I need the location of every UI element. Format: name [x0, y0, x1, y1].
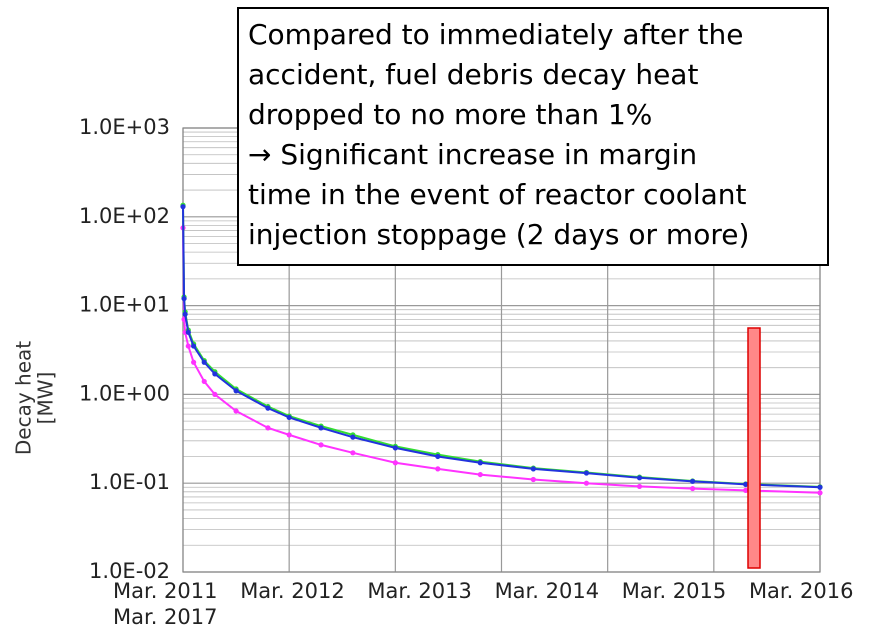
y-label-line: Decay heat — [12, 341, 36, 455]
data-point — [185, 329, 191, 335]
data-point — [817, 490, 823, 496]
data-point — [690, 478, 696, 484]
data-point — [201, 378, 207, 385]
data-point — [530, 466, 536, 472]
annotation-box — [237, 7, 829, 266]
data-point — [743, 487, 749, 493]
data-point — [636, 475, 643, 481]
y-tick-label: 1.0E+03 — [79, 115, 170, 139]
x-tick-label: Mar. 2013 — [367, 579, 472, 603]
data-point — [583, 470, 590, 476]
x-tick-label: Mar. 2014 — [494, 579, 600, 603]
data-point — [350, 450, 356, 456]
highlight-bar — [747, 327, 761, 569]
data-point — [181, 295, 187, 302]
x-tick-label: Mar. 2015 — [621, 579, 727, 603]
data-point — [286, 432, 292, 438]
data-point — [477, 460, 483, 466]
data-point — [318, 442, 324, 448]
annotation-line: Compared to immediately after the — [248, 18, 744, 51]
annotation-line: injection stoppage (2 days or more) — [248, 218, 749, 251]
x-tick-label: Mar. 2016 — [748, 579, 854, 603]
data-point — [817, 484, 823, 490]
y-tick-label: 1.0E+02 — [79, 204, 170, 228]
data-point — [530, 476, 536, 483]
y-label-line: [MW] — [34, 372, 58, 425]
annotation-line: accident, fuel debris decay heat — [248, 58, 698, 91]
y-tick-label: 1.0E-01 — [89, 470, 170, 494]
annotation-line: time in the event of reactor coolant — [248, 178, 747, 211]
data-point — [185, 343, 191, 349]
data-point — [286, 414, 292, 421]
data-point — [201, 359, 207, 365]
annotation-line: dropped to no more than 1% — [248, 98, 652, 131]
data-point — [265, 425, 271, 431]
data-point — [233, 388, 239, 394]
data-point — [435, 466, 441, 472]
marks — [180, 202, 823, 496]
y-tick-label: 1.0E+00 — [79, 381, 170, 405]
y-axis-label: Decay heat [MW] — [12, 341, 58, 455]
data-point — [191, 359, 197, 365]
data-point — [743, 481, 749, 487]
data-point — [477, 471, 483, 478]
data-point — [182, 311, 188, 317]
data-point — [392, 445, 398, 451]
x-tick-label: Mar. 2011 — [113, 579, 218, 603]
annotation-line: → Significant increase in margin — [248, 138, 697, 171]
x-tick-labels: Mar. 2011 Mar. 2012 Mar. 2013 Mar. 2014 … — [113, 578, 870, 630]
y-tick-label: 1.0E-02 — [89, 559, 170, 583]
data-point — [265, 405, 271, 411]
data-point — [191, 343, 197, 349]
y-tick-label: 1.0E+01 — [79, 293, 170, 317]
data-point — [212, 391, 218, 397]
data-point — [636, 483, 643, 490]
x-tick-label: Mar. 2012 — [240, 579, 345, 603]
data-point — [350, 434, 356, 440]
data-point — [212, 371, 218, 377]
data-point — [233, 408, 239, 414]
data-point — [435, 453, 441, 460]
x-tick-label: Mar. 2017 — [113, 605, 218, 629]
data-point — [180, 204, 186, 210]
data-point — [583, 480, 590, 486]
annotation: Compared to immediately after the acciden… — [248, 18, 749, 251]
data-point — [318, 425, 324, 431]
data-point — [392, 460, 398, 466]
data-point — [690, 485, 696, 492]
